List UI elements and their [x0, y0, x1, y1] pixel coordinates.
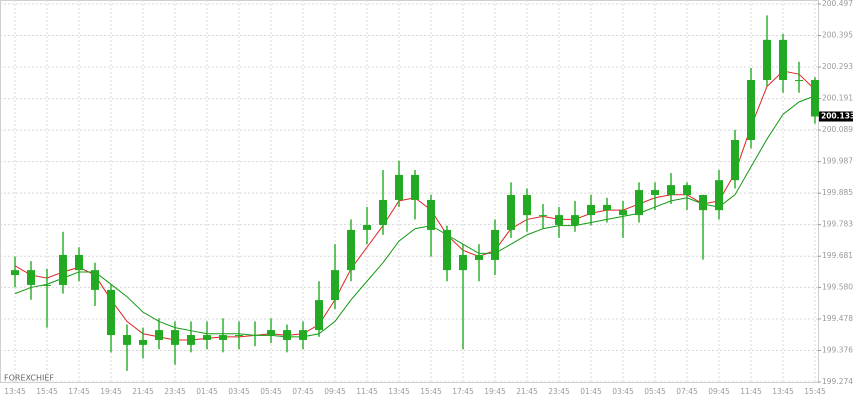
candle-body [491, 229, 499, 260]
x-tick-label: 13:45 [4, 387, 26, 396]
y-tick-label: 199.885 [822, 188, 853, 197]
candle-body [283, 330, 291, 340]
y-tick-label: 200.497 [822, 0, 853, 8]
candle-body [315, 300, 323, 331]
candle-body [11, 270, 19, 276]
candle-body [667, 185, 675, 196]
y-tick-label: 200.293 [822, 62, 853, 71]
candle-body [27, 270, 35, 285]
y-tick-label: 199.783 [822, 220, 853, 229]
watermark: FOREXCHIEF [4, 374, 54, 383]
candle-body [107, 289, 115, 336]
current-price-label: 200.133 [821, 112, 855, 121]
x-tick-label: 03:45 [228, 387, 250, 396]
candle-body [443, 229, 451, 271]
candle-body [187, 335, 195, 345]
x-tick-label: 09:45 [708, 387, 730, 396]
x-tick-label: 15:45 [420, 387, 442, 396]
y-tick-label: 200.089 [822, 125, 853, 134]
candle-body [347, 229, 355, 271]
candle-body [715, 180, 723, 211]
candle-body [251, 335, 259, 337]
candle-body [523, 195, 531, 216]
y-tick-label: 199.580 [822, 282, 853, 291]
candle-body [75, 254, 83, 271]
candle-body [59, 254, 67, 285]
candle-body [603, 204, 611, 211]
candle-body [619, 210, 627, 216]
candle-body [155, 330, 163, 340]
x-tick-label: 01:45 [196, 387, 218, 396]
y-tick-label: 199.987 [822, 157, 853, 166]
moving-average-line [14, 95, 816, 338]
candle-body [171, 330, 179, 345]
candle-body [651, 190, 659, 196]
y-tick-label: 199.478 [822, 314, 853, 323]
x-tick-label: 17:45 [452, 387, 474, 396]
x-tick-label: 19:45 [484, 387, 506, 396]
x-tick-label: 05:45 [644, 387, 666, 396]
x-tick-label: 11:45 [356, 387, 378, 396]
x-tick-label: 21:45 [132, 387, 154, 396]
candle-body [331, 270, 339, 301]
candle-body [267, 330, 275, 336]
current-price-box [819, 111, 853, 122]
candle-body [571, 215, 579, 225]
candle-body [139, 339, 147, 345]
candle-body [731, 139, 739, 181]
candle-body [395, 174, 403, 200]
x-tick-label: 19:45 [100, 387, 122, 396]
candle-body [555, 215, 563, 225]
candle-body [459, 254, 467, 271]
candle-body [539, 215, 547, 217]
x-tick-label: 07:45 [676, 387, 698, 396]
x-tick-label: 21:45 [516, 387, 538, 396]
x-tick-label: 11:45 [740, 387, 762, 396]
candle-body [235, 335, 243, 337]
candle-body [699, 195, 707, 211]
x-tick-label: 01:45 [580, 387, 602, 396]
candle-body [427, 199, 435, 230]
x-tick-label: 13:45 [388, 387, 410, 396]
candle-body [587, 204, 595, 216]
x-tick-label: 17:45 [68, 387, 90, 396]
candle-body [635, 190, 643, 216]
x-tick-label: 23:45 [164, 387, 186, 396]
candle-body [219, 335, 227, 340]
y-tick-label: 199.376 [822, 345, 853, 354]
y-tick-label: 199.681 [822, 251, 853, 260]
candle-body [203, 335, 211, 340]
candle-body [747, 80, 755, 140]
candle-body [91, 270, 99, 290]
candle-body [683, 185, 691, 196]
candle-body [779, 39, 787, 81]
x-tick-label: 03:45 [612, 387, 634, 396]
x-tick-label: 15:45 [804, 387, 826, 396]
y-tick-label: 199.274 [822, 377, 853, 386]
x-tick-label: 07:45 [292, 387, 314, 396]
candle-body [811, 80, 819, 117]
y-tick-label: 200.191 [822, 94, 853, 103]
x-tick-label: 23:45 [548, 387, 570, 396]
plot-area [0, 0, 819, 383]
y-tick-label: 200.395 [822, 31, 853, 40]
candle-body [379, 199, 387, 225]
candle-body [507, 195, 515, 230]
candle-body [43, 284, 51, 286]
candle-body [475, 254, 483, 260]
x-tick-label: 09:45 [324, 387, 346, 396]
candle-body [763, 39, 771, 81]
x-tick-label: 15:45 [36, 387, 58, 396]
candle-body [363, 224, 371, 230]
candle-body [795, 80, 803, 82]
candle-body [411, 174, 419, 200]
x-tick-label: 13:45 [772, 387, 794, 396]
x-tick-label: 05:45 [260, 387, 282, 396]
candle-body [299, 330, 307, 340]
candle-body [123, 335, 131, 345]
